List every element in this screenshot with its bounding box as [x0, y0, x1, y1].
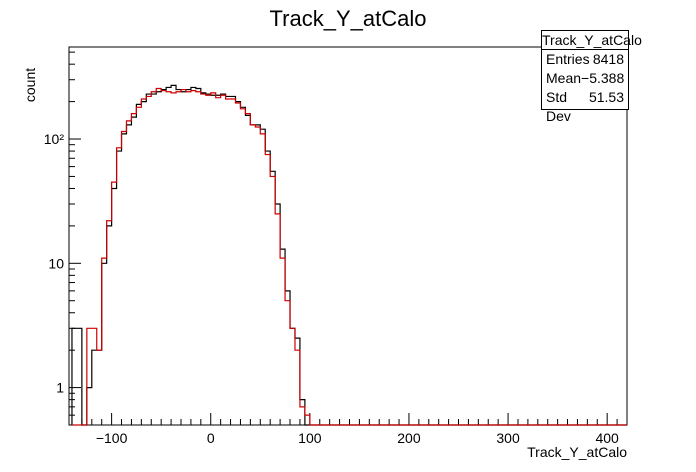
histogram-line-2: [71, 87, 627, 426]
stats-value: −5.388: [581, 70, 625, 86]
y-tick-label: 10²: [44, 131, 65, 147]
y-axis-label: count: [22, 68, 38, 102]
y-tick-label: 10: [48, 255, 64, 271]
stats-label: Entries: [546, 51, 590, 67]
x-tick-label: 0: [207, 430, 215, 446]
x-tick-label: 400: [595, 430, 619, 446]
chart-title: Track_Y_atCalo: [269, 6, 427, 31]
stats-row-entries: Entries 8418: [542, 50, 628, 69]
x-axis-label: Track_Y_atCalo: [527, 444, 627, 460]
stats-label: Mean: [546, 70, 582, 86]
x-tick-label: 300: [496, 430, 520, 446]
stats-value: 51.53: [588, 89, 624, 105]
y-axis: 1 10 10²: [44, 51, 81, 426]
x-tick-label: −100: [96, 430, 128, 446]
x-axis: −100 0 100 200 300 400: [71, 413, 628, 446]
y-tick-label: 1: [56, 380, 64, 396]
stats-row-mean: Mean −5.388: [542, 69, 628, 88]
histogram-line-1: [71, 84, 627, 426]
x-tick-label: 200: [397, 430, 421, 446]
histogram-series: [71, 84, 627, 426]
stats-row-stddev: Std Dev 51.53: [542, 88, 628, 124]
stats-value: 8418: [592, 51, 624, 67]
stats-title: Track_Y_atCalo: [542, 32, 642, 50]
x-tick-label: 100: [298, 430, 322, 446]
stats-label: Std Dev: [546, 89, 571, 124]
stats-box: Track_Y_atCalo Entries 8418 Mean −5.388 …: [541, 30, 642, 124]
